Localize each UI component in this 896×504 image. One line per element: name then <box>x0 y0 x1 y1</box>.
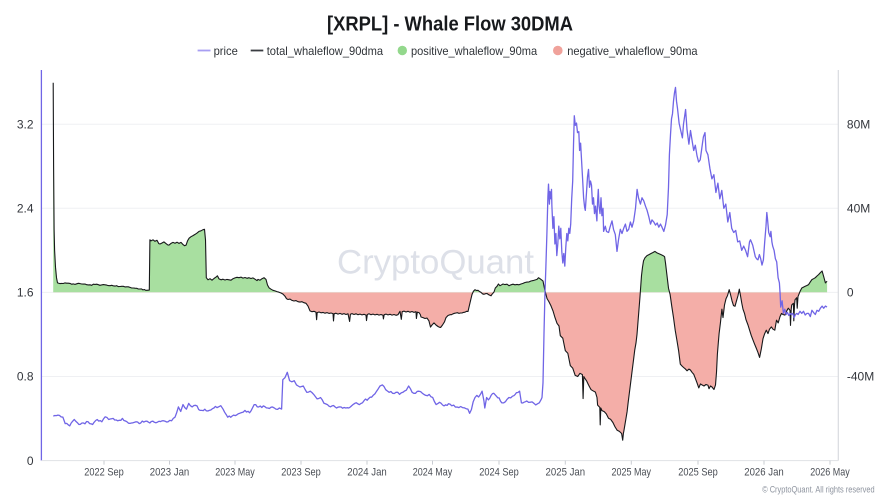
svg-text:2026 May: 2026 May <box>810 467 850 479</box>
svg-text:2025 Sep: 2025 Sep <box>678 467 718 479</box>
svg-text:2025 Jan: 2025 Jan <box>546 467 586 479</box>
svg-text:2026 Jan: 2026 Jan <box>744 467 784 479</box>
svg-text:2.4: 2.4 <box>17 202 34 216</box>
svg-text:0: 0 <box>27 454 34 468</box>
svg-text:80M: 80M <box>847 117 870 131</box>
svg-text:CryptoQuant: CryptoQuant <box>337 244 534 282</box>
svg-text:© CryptoQuant. All rights rese: © CryptoQuant. All rights reserved <box>762 484 874 494</box>
svg-text:2022 Sep: 2022 Sep <box>84 467 124 479</box>
svg-text:negative_whaleflow_90ma: negative_whaleflow_90ma <box>567 44 698 58</box>
svg-text:2023 Jan: 2023 Jan <box>150 467 190 479</box>
svg-text:1.6: 1.6 <box>17 286 34 300</box>
svg-text:positive_whaleflow_90ma: positive_whaleflow_90ma <box>411 44 537 58</box>
svg-text:2023 May: 2023 May <box>215 467 255 479</box>
svg-text:total_whaleflow_90dma: total_whaleflow_90dma <box>267 44 384 58</box>
svg-text:2024 Jan: 2024 Jan <box>347 467 387 479</box>
svg-text:2025 May: 2025 May <box>612 467 652 479</box>
svg-text:2024 Sep: 2024 Sep <box>479 467 519 479</box>
svg-text:2023 Sep: 2023 Sep <box>281 467 321 479</box>
svg-text:0.8: 0.8 <box>17 370 34 384</box>
svg-text:0: 0 <box>847 286 854 300</box>
svg-text:2024 May: 2024 May <box>413 467 453 479</box>
svg-text:-40M: -40M <box>847 370 874 384</box>
svg-text:3.2: 3.2 <box>17 117 34 131</box>
svg-text:price: price <box>214 44 238 58</box>
svg-text:[XRPL] - Whale Flow 30DMA: [XRPL] - Whale Flow 30DMA <box>327 14 573 36</box>
svg-text:40M: 40M <box>847 202 870 216</box>
